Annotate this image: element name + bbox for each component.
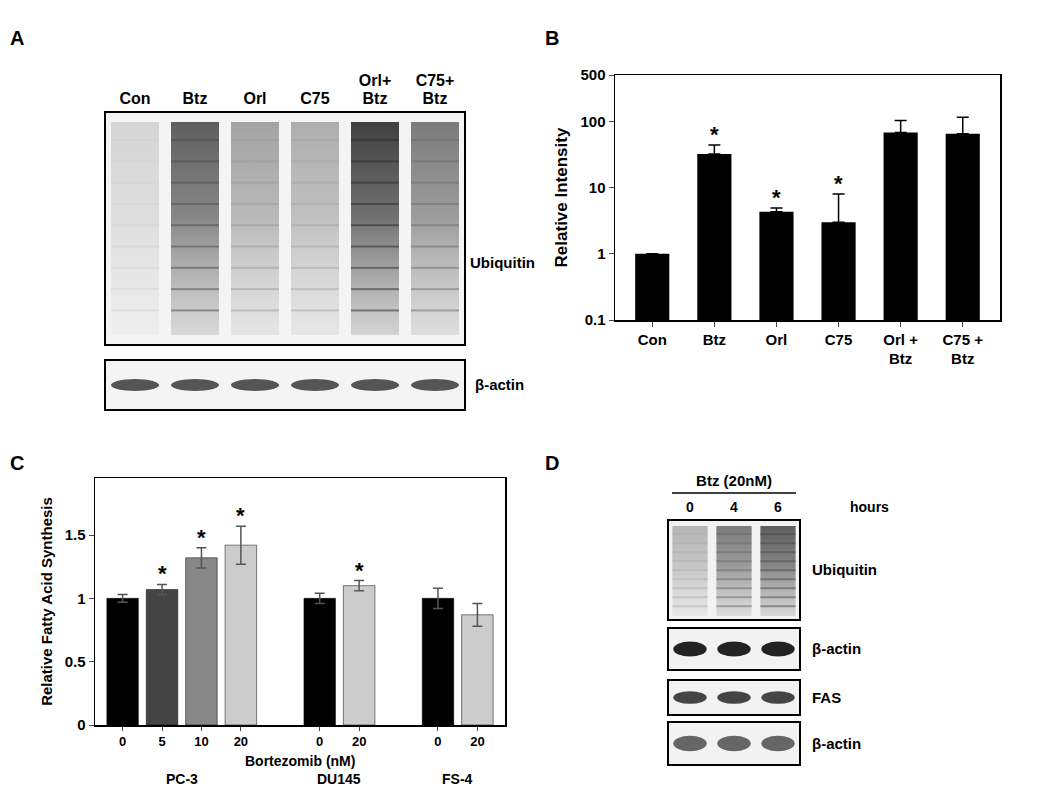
svg-text:*: * [772,185,781,210]
svg-text:4: 4 [730,499,738,515]
svg-text:Btz: Btz [423,90,448,107]
svg-text:Con: Con [638,331,667,348]
svg-text:Ubiquitin: Ubiquitin [812,561,877,578]
svg-text:1: 1 [77,590,85,607]
svg-text:6: 6 [774,499,782,515]
svg-text:5: 5 [158,734,165,749]
svg-text:0: 0 [119,734,126,749]
svg-text:B: B [545,27,559,49]
svg-text:0: 0 [434,734,441,749]
svg-text:Con: Con [119,90,150,107]
svg-text:C75: C75 [300,90,329,107]
svg-text:10: 10 [589,179,606,196]
svg-text:1.5: 1.5 [65,526,86,543]
svg-text:Orl+: Orl+ [359,72,391,89]
svg-text:*: * [236,503,245,528]
svg-text:500: 500 [580,66,605,83]
svg-text:*: * [355,558,364,583]
svg-text:C75: C75 [825,331,853,348]
svg-text:PC-3: PC-3 [166,771,198,787]
svg-text:Orl: Orl [766,331,788,348]
svg-text:Orl +Btz: Orl +Btz [883,331,918,368]
svg-text:Btz: Btz [183,90,208,107]
svg-text:20: 20 [352,734,366,749]
svg-text:DU145: DU145 [317,771,361,787]
svg-text:0.1: 0.1 [585,311,606,328]
svg-text:100: 100 [580,113,605,130]
svg-text:Btz (20nM): Btz (20nM) [696,472,772,489]
svg-text:*: * [710,122,719,147]
svg-text:FAS: FAS [812,689,841,706]
svg-text:1: 1 [597,245,605,262]
svg-text:Bortezomib (nM): Bortezomib (nM) [245,753,355,769]
svg-text:Btz: Btz [703,331,726,348]
svg-text:0: 0 [316,734,323,749]
svg-text:Ubiquitin: Ubiquitin [470,254,535,271]
svg-text:C: C [10,452,24,474]
svg-text:0: 0 [77,716,85,733]
svg-text:β-actin: β-actin [812,640,861,657]
svg-text:*: * [834,171,843,196]
svg-text:*: * [197,525,206,550]
svg-text:*: * [158,561,167,586]
svg-text:D: D [545,452,559,474]
svg-text:FS-4: FS-4 [442,771,473,787]
svg-text:20: 20 [470,734,484,749]
svg-text:C75+: C75+ [416,72,455,89]
svg-text:0: 0 [686,499,694,515]
svg-text:C75 +Btz: C75 +Btz [943,331,984,368]
svg-text:A: A [10,27,24,49]
svg-text:Orl: Orl [243,90,266,107]
svg-text:hours: hours [850,499,889,515]
svg-text:Relative Fatty Acid Synthesis: Relative Fatty Acid Synthesis [38,497,55,706]
svg-text:20: 20 [234,734,248,749]
svg-text:0.5: 0.5 [65,653,86,670]
svg-text:10: 10 [194,734,208,749]
svg-text:β-actin: β-actin [812,735,861,752]
svg-text:β-actin: β-actin [475,376,524,393]
svg-text:Relative Intensity: Relative Intensity [552,127,571,267]
svg-text:Btz: Btz [363,90,388,107]
